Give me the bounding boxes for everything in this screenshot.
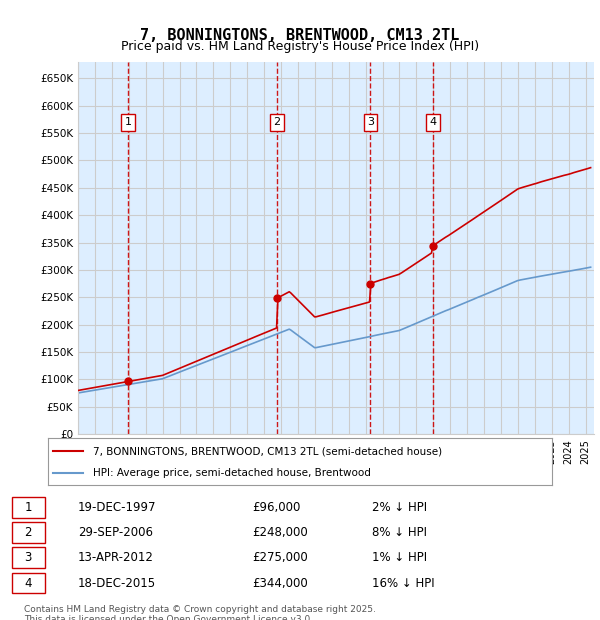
Text: 13-APR-2012: 13-APR-2012 [78, 551, 154, 564]
Text: 7, BONNINGTONS, BRENTWOOD, CM13 2TL (semi-detached house): 7, BONNINGTONS, BRENTWOOD, CM13 2TL (sem… [94, 446, 442, 456]
Text: Price paid vs. HM Land Registry's House Price Index (HPI): Price paid vs. HM Land Registry's House … [121, 40, 479, 53]
Text: £96,000: £96,000 [252, 501, 301, 514]
Text: Contains HM Land Registry data © Crown copyright and database right 2025.
This d: Contains HM Land Registry data © Crown c… [24, 604, 376, 620]
FancyBboxPatch shape [12, 547, 45, 568]
FancyBboxPatch shape [12, 497, 45, 518]
Text: £344,000: £344,000 [252, 577, 308, 590]
Text: 4: 4 [429, 117, 436, 127]
Text: 19-DEC-1997: 19-DEC-1997 [78, 501, 157, 514]
Text: 1% ↓ HPI: 1% ↓ HPI [372, 551, 427, 564]
Text: 3: 3 [367, 117, 374, 127]
Text: 2: 2 [273, 117, 280, 127]
Text: £275,000: £275,000 [252, 551, 308, 564]
Text: HPI: Average price, semi-detached house, Brentwood: HPI: Average price, semi-detached house,… [94, 468, 371, 478]
FancyBboxPatch shape [12, 573, 45, 593]
Text: 4: 4 [25, 577, 32, 590]
Text: £248,000: £248,000 [252, 526, 308, 539]
Text: 8% ↓ HPI: 8% ↓ HPI [372, 526, 427, 539]
Text: 2: 2 [25, 526, 32, 539]
Text: 29-SEP-2006: 29-SEP-2006 [78, 526, 153, 539]
FancyBboxPatch shape [12, 522, 45, 543]
Text: 1: 1 [25, 501, 32, 514]
Text: 2% ↓ HPI: 2% ↓ HPI [372, 501, 427, 514]
Text: 7, BONNINGTONS, BRENTWOOD, CM13 2TL: 7, BONNINGTONS, BRENTWOOD, CM13 2TL [140, 28, 460, 43]
Text: 3: 3 [25, 551, 32, 564]
Text: 1: 1 [125, 117, 132, 127]
Text: 18-DEC-2015: 18-DEC-2015 [78, 577, 156, 590]
Text: 16% ↓ HPI: 16% ↓ HPI [372, 577, 434, 590]
